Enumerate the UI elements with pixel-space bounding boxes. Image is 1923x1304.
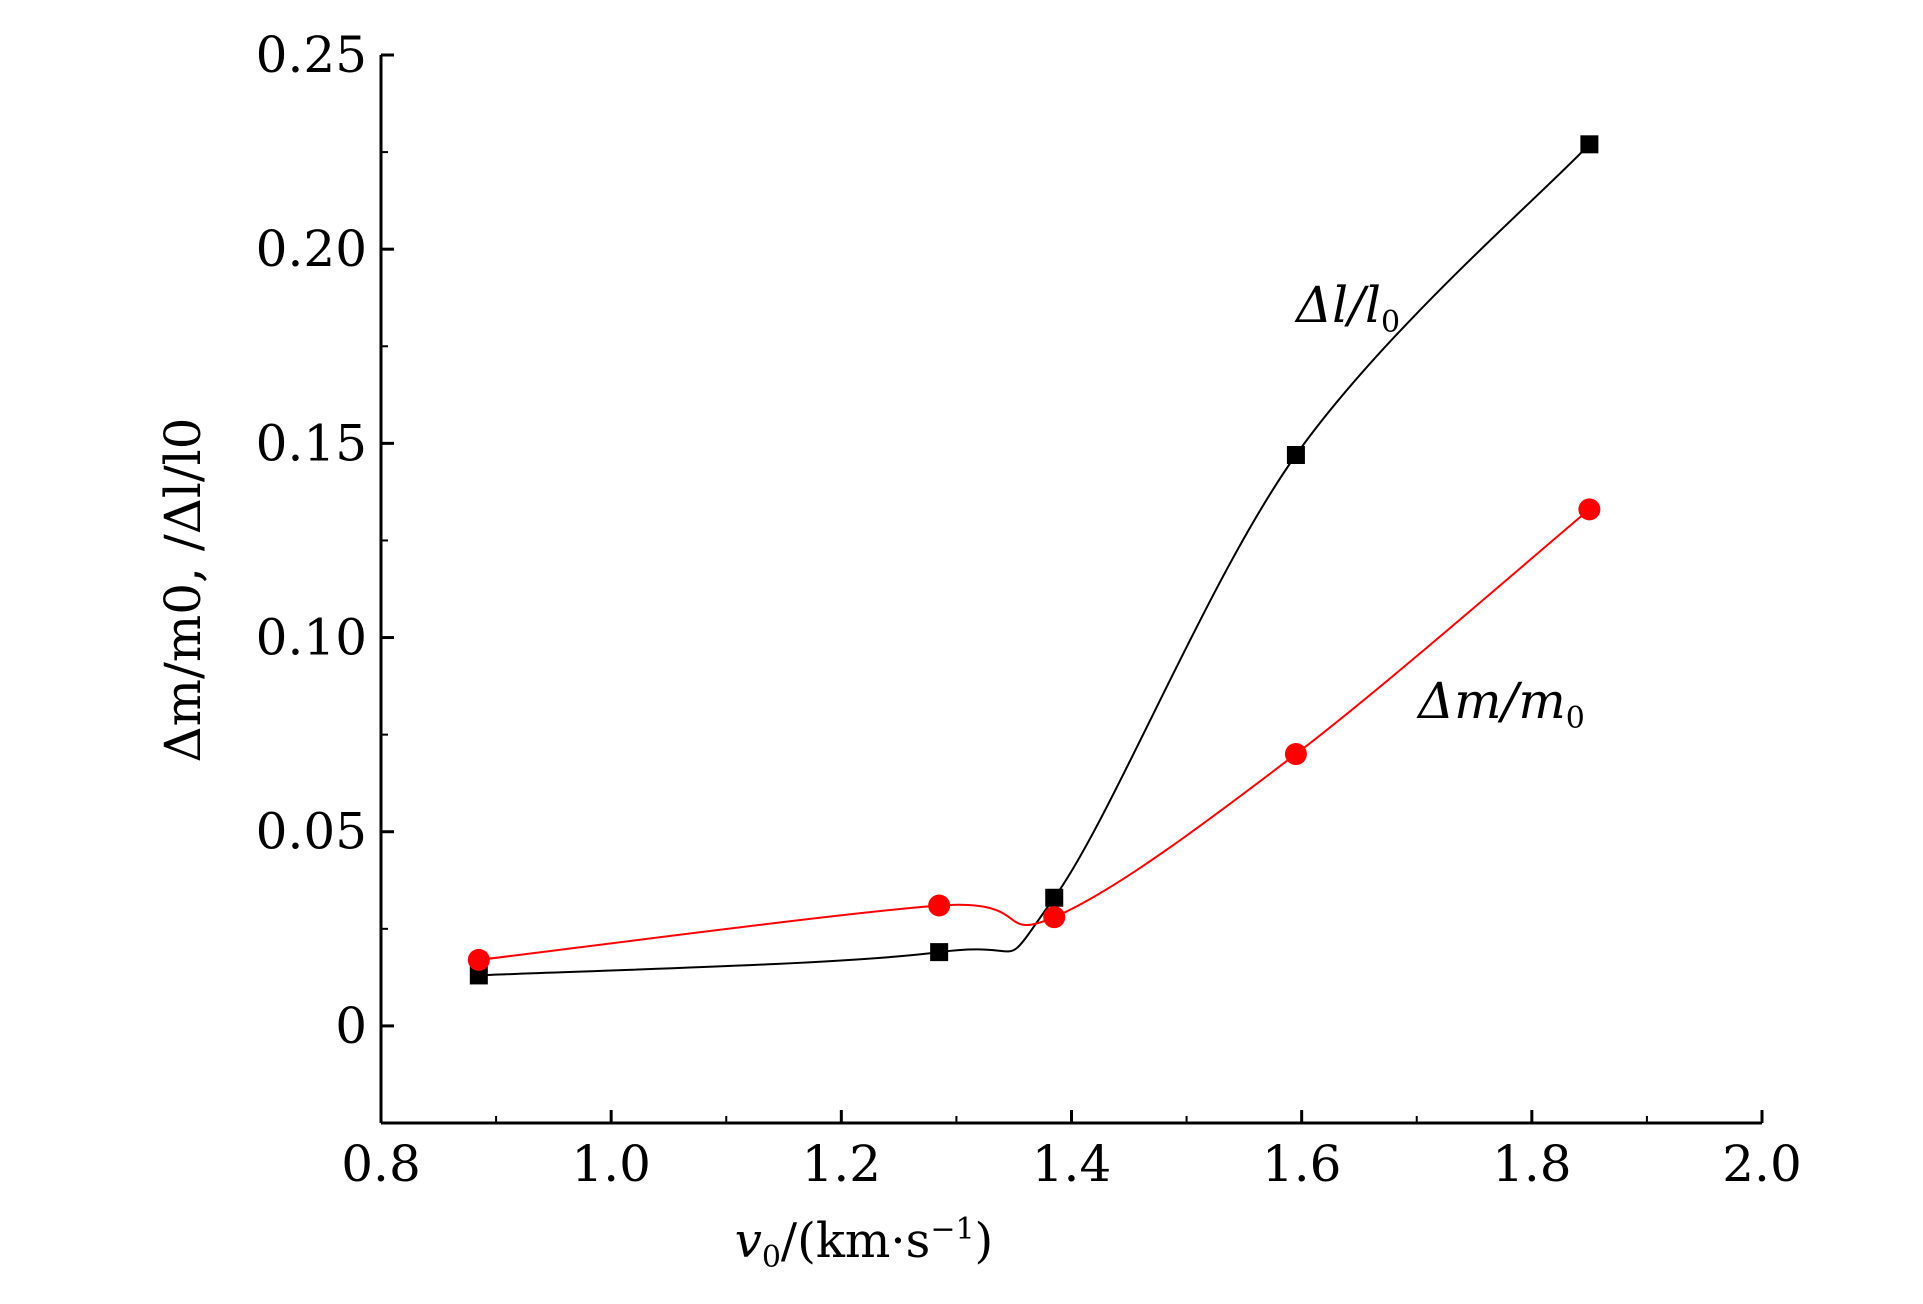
y-tick-label-3: 0.15 [256, 414, 367, 472]
series-line-0 [478, 143, 1591, 977]
y-tick-label-4: 0.20 [256, 220, 367, 278]
axes: 0.8 1.0 1.2 1.4 1.6 1.8 2.0 0 0.05 0.10 0.15 0.20 0.… [256, 26, 1802, 1193]
x-tick-label-6: 2.0 [1722, 1135, 1802, 1193]
x-tick-label-1: 1.0 [571, 1135, 651, 1193]
x-axis-label-var: v [735, 1213, 762, 1269]
series-label-dm-m0-sub: 0 [1566, 701, 1585, 736]
series-0-point-2 [1045, 888, 1064, 907]
x-axis-label-sub: 0 [762, 1240, 781, 1275]
series-lines [478, 143, 1591, 977]
series-0-point-4 [1580, 135, 1599, 154]
y-tick-label-0: 0 [335, 997, 367, 1055]
x-tick-label-2: 1.2 [802, 1135, 882, 1193]
series-label-dm-m0: Δm/m0 [1416, 672, 1585, 736]
labels: Δm/m0, /Δl/l0 v0/(km·s−1) Δl/l0 Δm/m0 [154, 276, 1585, 1275]
series-line-1 [478, 508, 1591, 961]
y-tick-label-1: 0.05 [256, 803, 367, 861]
series-1-point-1 [928, 894, 951, 917]
series-label-dl-l0: Δl/l0 [1294, 276, 1400, 340]
x-axis-label: v0/(km·s−1) [735, 1212, 994, 1275]
series-0-point-0 [469, 966, 488, 985]
series-1-point-3 [1284, 743, 1307, 766]
series-1-point-0 [467, 948, 490, 971]
x-tick-label-3: 1.4 [1032, 1135, 1112, 1193]
series-1-point-4 [1578, 498, 1601, 521]
series-label-dl-l0-main: Δl/l [1294, 276, 1381, 334]
x-tick-label-4: 1.6 [1262, 1135, 1342, 1193]
series-markers [467, 135, 1601, 985]
series-0-point-1 [930, 943, 949, 962]
series-label-dl-l0-sub: 0 [1381, 305, 1400, 340]
series-0-point-3 [1286, 446, 1305, 465]
x-tick-label-0: 0.8 [341, 1135, 421, 1193]
x-tick-label-5: 1.8 [1492, 1135, 1572, 1193]
y-axis-label: Δm/m0, /Δl/l0 [154, 418, 212, 763]
x-axis-label-unit: /(km·s [781, 1213, 930, 1269]
x-axis-label-exp: −1 [930, 1212, 974, 1247]
y-tick-label-5: 0.25 [256, 26, 367, 84]
series-1-point-2 [1043, 906, 1066, 929]
x-axis-label-close: ) [975, 1213, 994, 1269]
series-label-dm-m0-main: Δm/m [1416, 672, 1566, 730]
y-tick-label-2: 0.10 [256, 609, 367, 667]
